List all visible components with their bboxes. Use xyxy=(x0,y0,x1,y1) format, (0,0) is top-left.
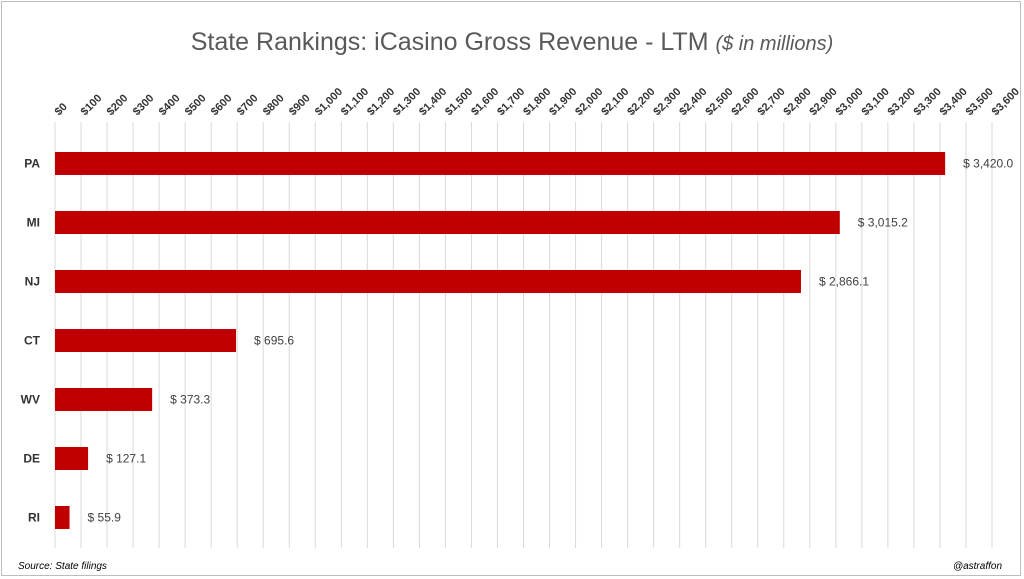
x-tick-label: $2,100 xyxy=(599,86,631,118)
category-label: MI xyxy=(27,216,40,230)
x-tick-label: $3,400 xyxy=(938,86,970,118)
source-note: Source: State filings xyxy=(18,561,107,572)
category-label: NJ xyxy=(25,275,40,289)
x-tick-label: $200 xyxy=(105,92,131,118)
chart-title-unit: ($ in millions) xyxy=(715,33,834,55)
category-label: RI xyxy=(28,511,40,525)
x-tick-label: $500 xyxy=(183,92,209,118)
x-tick-label: $1,300 xyxy=(391,86,423,118)
x-tick-label: $1,800 xyxy=(521,86,553,118)
category-label: CT xyxy=(24,334,41,348)
data-label: $ 3,015.2 xyxy=(858,216,908,230)
data-label: $ 3,420.0 xyxy=(963,157,1013,171)
x-tick-label: $3,200 xyxy=(886,86,918,118)
x-tick-label: $700 xyxy=(235,92,261,118)
category-label: PA xyxy=(24,157,40,171)
x-tick-label: $2,400 xyxy=(677,86,709,118)
x-tick-label: $300 xyxy=(131,92,157,118)
data-label: $ 55.9 xyxy=(88,511,122,525)
x-tick-label: $2,600 xyxy=(729,86,761,118)
x-tick-label: $1,900 xyxy=(547,86,579,118)
x-tick-label: $800 xyxy=(261,92,287,118)
x-tick-label: $3,000 xyxy=(833,86,865,118)
data-label: $ 2,866.1 xyxy=(819,275,869,289)
x-tick-label: $1,000 xyxy=(313,86,345,118)
x-tick-label: $1,500 xyxy=(443,86,475,118)
chart-title-text: State Rankings: iCasino Gross Revenue - … xyxy=(190,28,709,56)
x-tick-label: $2,500 xyxy=(703,86,735,118)
x-tick-label: $2,000 xyxy=(573,86,605,118)
x-axis-tick-labels: $0 $100 $200 $300 $400 $500 $600 $700 $800 $900 $1… xyxy=(53,86,1022,118)
data-label: $ 695.6 xyxy=(254,334,294,348)
data-labels: $ 3,420.0 $ 3,015.2 $ 2,866.1 $ 695.6 $ 373.… xyxy=(88,157,1014,525)
x-tick-label: $1,400 xyxy=(417,86,449,118)
bar-mi xyxy=(55,211,840,234)
category-label: WV xyxy=(21,393,40,407)
data-label: $ 373.3 xyxy=(170,393,210,407)
x-tick-label: $400 xyxy=(157,92,183,118)
x-tick-label: $100 xyxy=(79,92,105,118)
bars xyxy=(55,152,946,529)
x-tick-label: $2,900 xyxy=(807,86,839,118)
x-tick-label: $3,500 xyxy=(964,86,996,118)
x-tick-label: $600 xyxy=(209,92,235,118)
bar-pa xyxy=(55,152,946,175)
x-tick-label: $900 xyxy=(287,92,313,118)
x-tick-label: $1,200 xyxy=(365,86,397,118)
x-tick-label: $2,300 xyxy=(651,86,683,118)
x-tick-label: $1,700 xyxy=(495,86,527,118)
x-tick-label: $0 xyxy=(53,101,70,118)
category-labels: PA MI NJ CT WV DE RI xyxy=(21,157,41,525)
bar-ri xyxy=(55,506,70,529)
bar-de xyxy=(55,447,89,470)
x-tick-label: $1,600 xyxy=(469,86,501,118)
author-credit: @astraffon xyxy=(952,561,1002,572)
x-tick-label: $2,200 xyxy=(625,86,657,118)
x-tick-label: $1,100 xyxy=(339,86,371,118)
bar-ct xyxy=(55,329,237,352)
x-tick-label: $3,300 xyxy=(912,86,944,118)
x-tick-label: $3,600 xyxy=(990,86,1022,118)
bar-wv xyxy=(55,388,153,411)
bar-nj xyxy=(55,270,801,293)
data-label: $ 127.1 xyxy=(106,452,146,466)
chart-title: State Rankings: iCasino Gross Revenue - … xyxy=(0,28,1024,57)
x-tick-label: $2,800 xyxy=(781,86,813,118)
x-tick-label: $2,700 xyxy=(755,86,787,118)
category-label: DE xyxy=(23,452,40,466)
x-tick-label: $3,100 xyxy=(859,86,891,118)
